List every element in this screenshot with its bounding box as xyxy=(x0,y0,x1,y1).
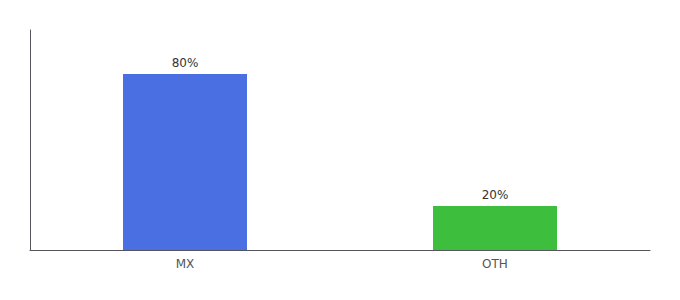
svg-text:OTH: OTH xyxy=(482,257,508,271)
svg-text:MX: MX xyxy=(176,257,195,271)
svg-text:20%: 20% xyxy=(482,188,509,202)
svg-text:80%: 80% xyxy=(172,56,199,70)
